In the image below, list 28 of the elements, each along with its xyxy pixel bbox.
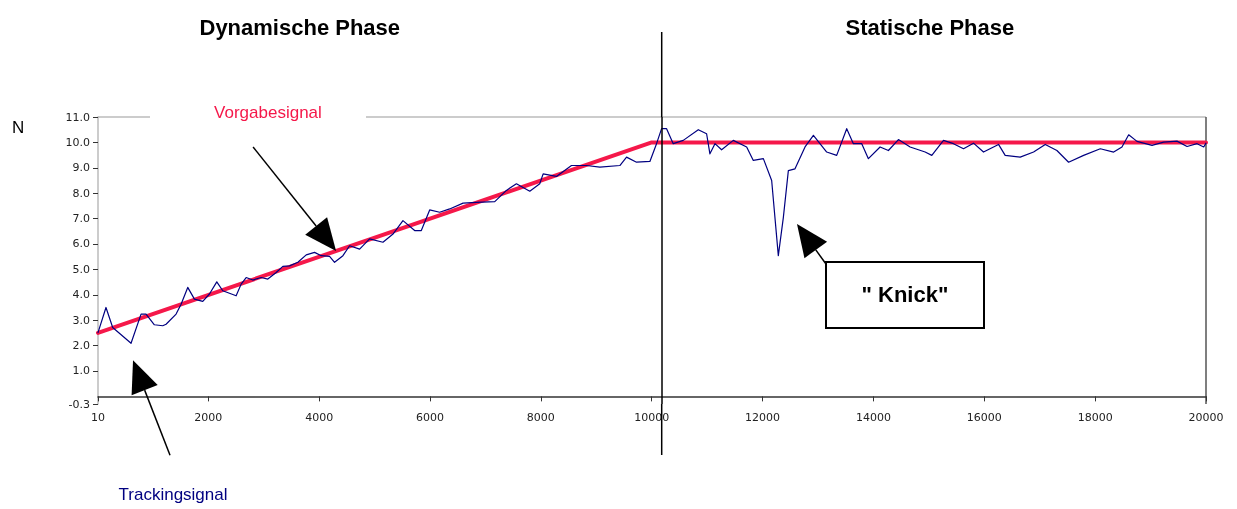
x-tick-label: 12000 — [745, 411, 781, 424]
text: Trackingsignal — [118, 485, 228, 506]
text: Dynamische Phase — [199, 15, 401, 41]
y-tick-label: 9.0 — [72, 161, 90, 175]
text: Vorgabesignal — [214, 102, 322, 123]
annotation: " Knick" — [861, 282, 949, 308]
x-tick-label: 10 — [91, 411, 105, 424]
y-tick-label: 8.0 — [72, 186, 90, 200]
y-tick-label: 3.0 — [72, 313, 90, 327]
y-axis-title: N — [12, 118, 25, 138]
y-tick-label: -0.3 — [68, 397, 90, 411]
y-tick-label: 2.0 — [72, 339, 90, 353]
x-tick-label: 18000 — [1077, 411, 1113, 424]
y-tick-label: 11.0 — [65, 110, 90, 124]
y-tick-label: 6.0 — [72, 237, 90, 251]
x-tick-label: 8000 — [526, 411, 555, 424]
x-tick-label: 14000 — [855, 411, 891, 424]
x-tick-label: 20000 — [1188, 411, 1224, 424]
text: Statische Phase — [845, 15, 1015, 41]
y-tick-label: 4.0 — [72, 288, 90, 302]
x-tick-label: 4000 — [305, 411, 334, 424]
x-tick-label: 6000 — [416, 411, 445, 424]
y-tick-label: 7.0 — [72, 212, 90, 226]
x-tick-label: 16000 — [966, 411, 1002, 424]
y-tick-label: 1.0 — [72, 364, 90, 378]
y-tick-label: 10.0 — [65, 135, 90, 149]
y-tick-label: 5.0 — [72, 262, 90, 276]
x-tick-label: 2000 — [194, 411, 223, 424]
